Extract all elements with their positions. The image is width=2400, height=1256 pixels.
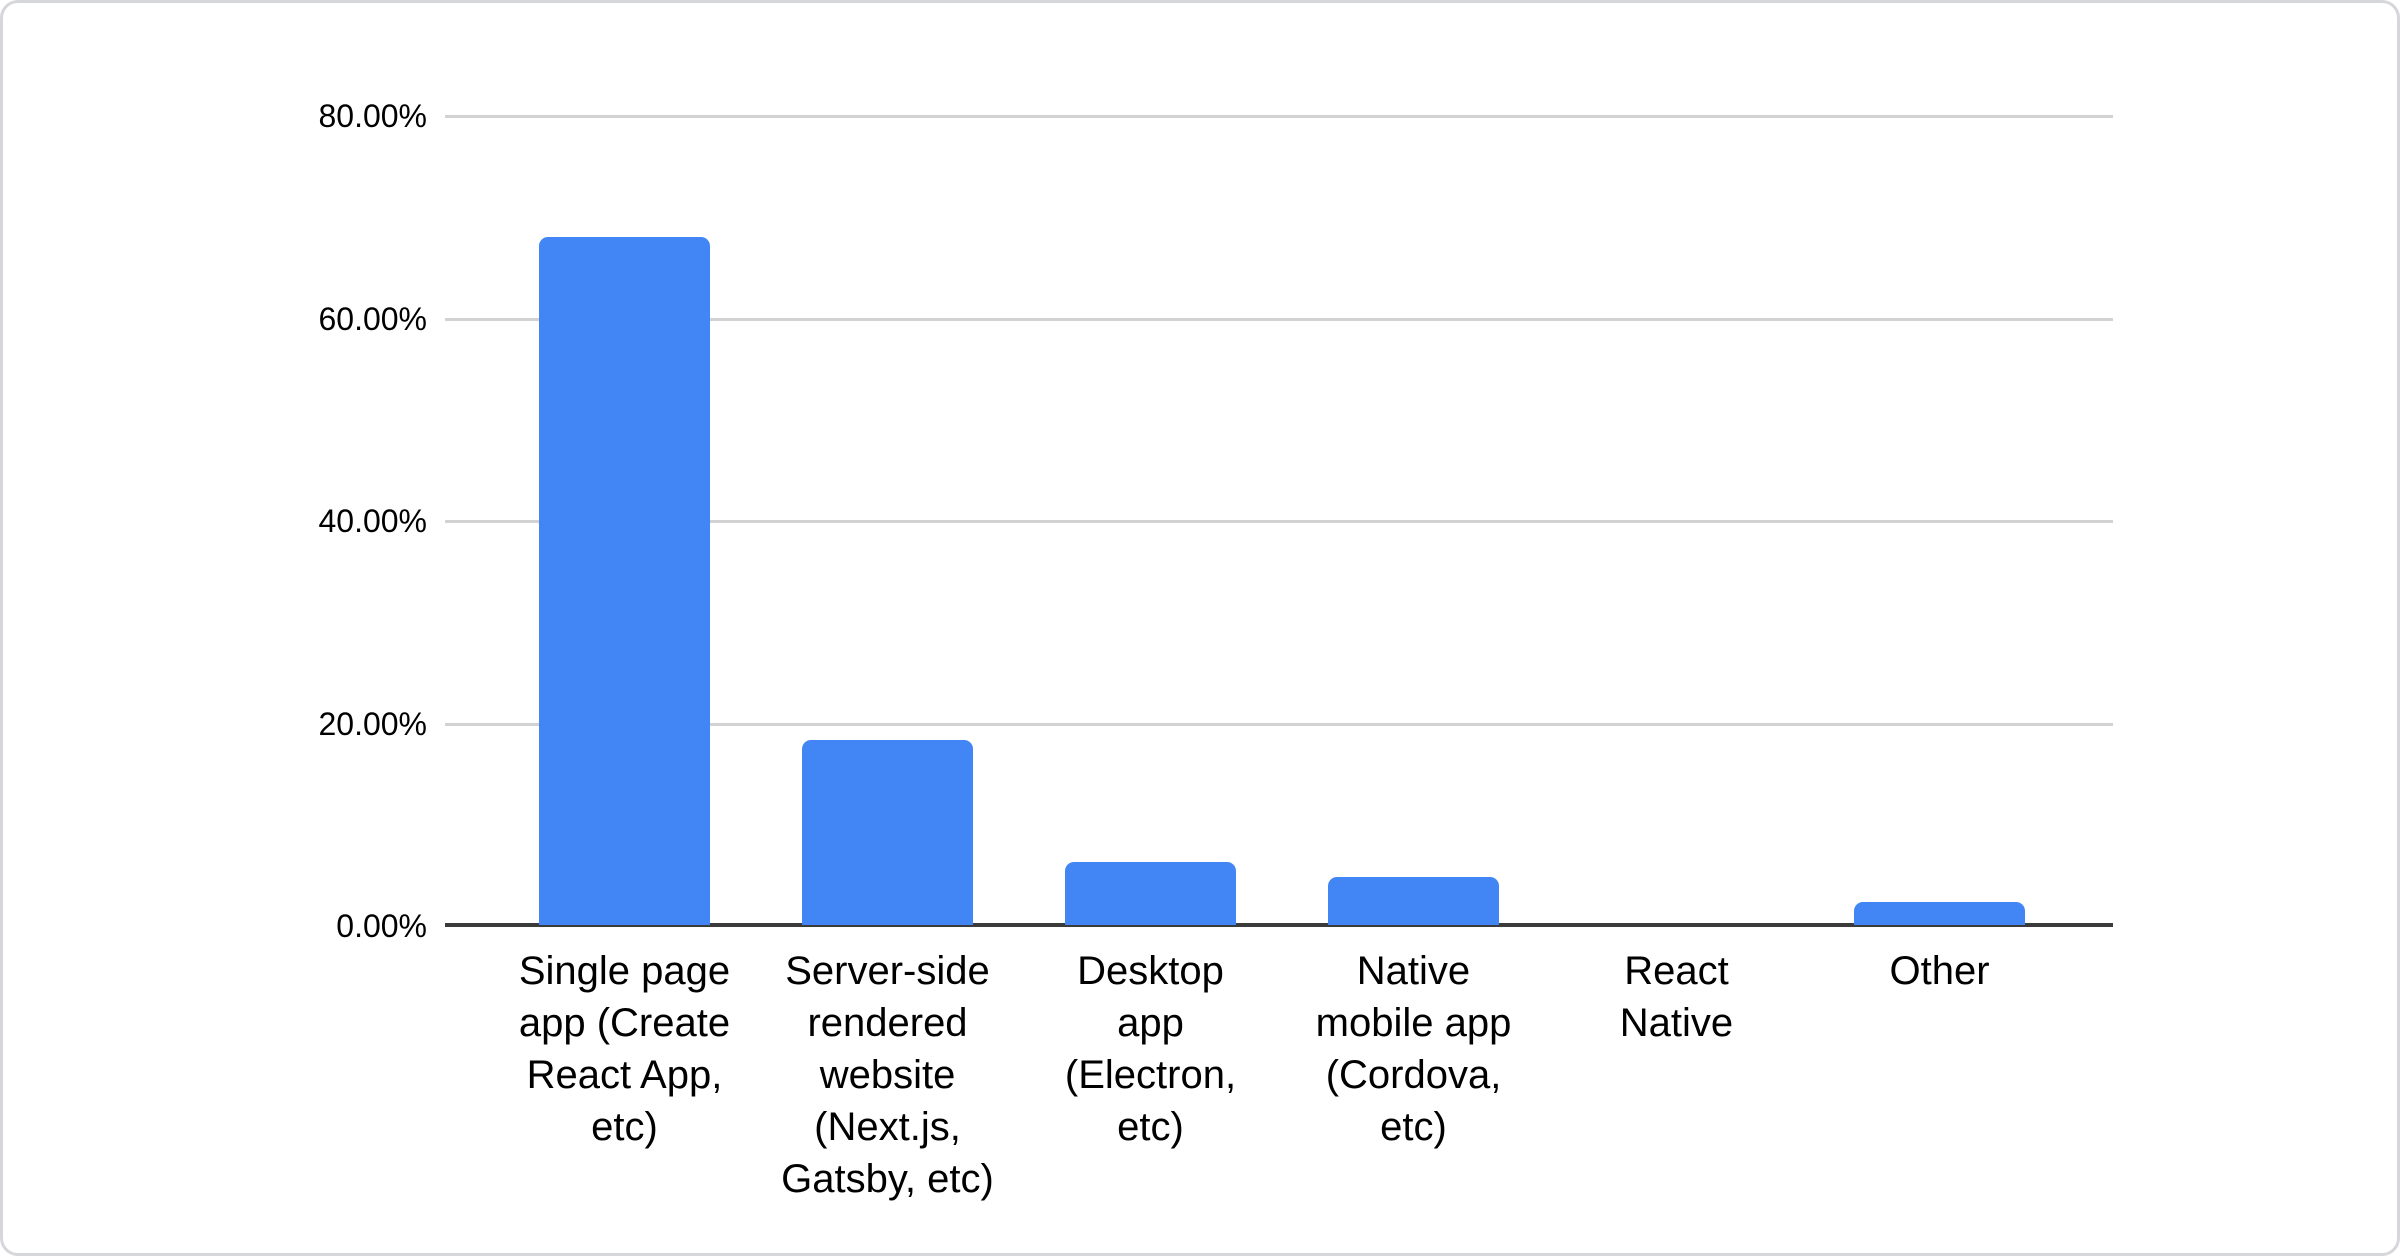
x-axis-line	[445, 923, 2113, 927]
x-category-label: Other	[1889, 949, 1990, 993]
x-category-label: Desktop app (Electron, etc)	[1064, 949, 1237, 1149]
bars-container	[493, 115, 2071, 925]
bar-slot	[1019, 115, 1282, 925]
bar[interactable]	[1065, 862, 1236, 925]
x-category-label: Server-side rendered website (Next.js, G…	[781, 949, 994, 1201]
y-tick-label: 20.00%	[318, 706, 427, 742]
bar[interactable]	[1854, 901, 2025, 925]
y-tick-label: 0.00%	[336, 908, 427, 944]
y-tick-label: 80.00%	[318, 98, 427, 134]
bar-slot	[493, 115, 756, 925]
y-tick-label: 40.00%	[318, 503, 427, 539]
bar-slot	[1808, 115, 2071, 925]
bar-slot	[756, 115, 1019, 925]
bar-slot	[1545, 115, 1808, 925]
bar[interactable]	[539, 236, 710, 925]
x-category-label: React Native	[1619, 949, 1734, 1045]
bar-slot	[1282, 115, 1545, 925]
bar[interactable]	[802, 739, 973, 925]
x-axis-labels: Single page app (Create React App, etc) …	[493, 945, 2071, 1205]
gridline-60	[445, 318, 2113, 321]
y-tick-label: 60.00%	[318, 301, 427, 337]
gridline-80	[445, 115, 2113, 118]
x-category-label: Native mobile app (Cordova, etc)	[1315, 949, 1512, 1149]
bar[interactable]	[1328, 877, 1499, 925]
x-category-label: Single page app (Create React App, etc)	[518, 949, 731, 1149]
plot-area	[445, 115, 2113, 927]
gridline-40	[445, 520, 2113, 523]
gridline-20	[445, 723, 2113, 726]
bar-chart: 80.00% 60.00% 40.00% 20.00% 0.00% Single…	[3, 3, 2397, 1253]
